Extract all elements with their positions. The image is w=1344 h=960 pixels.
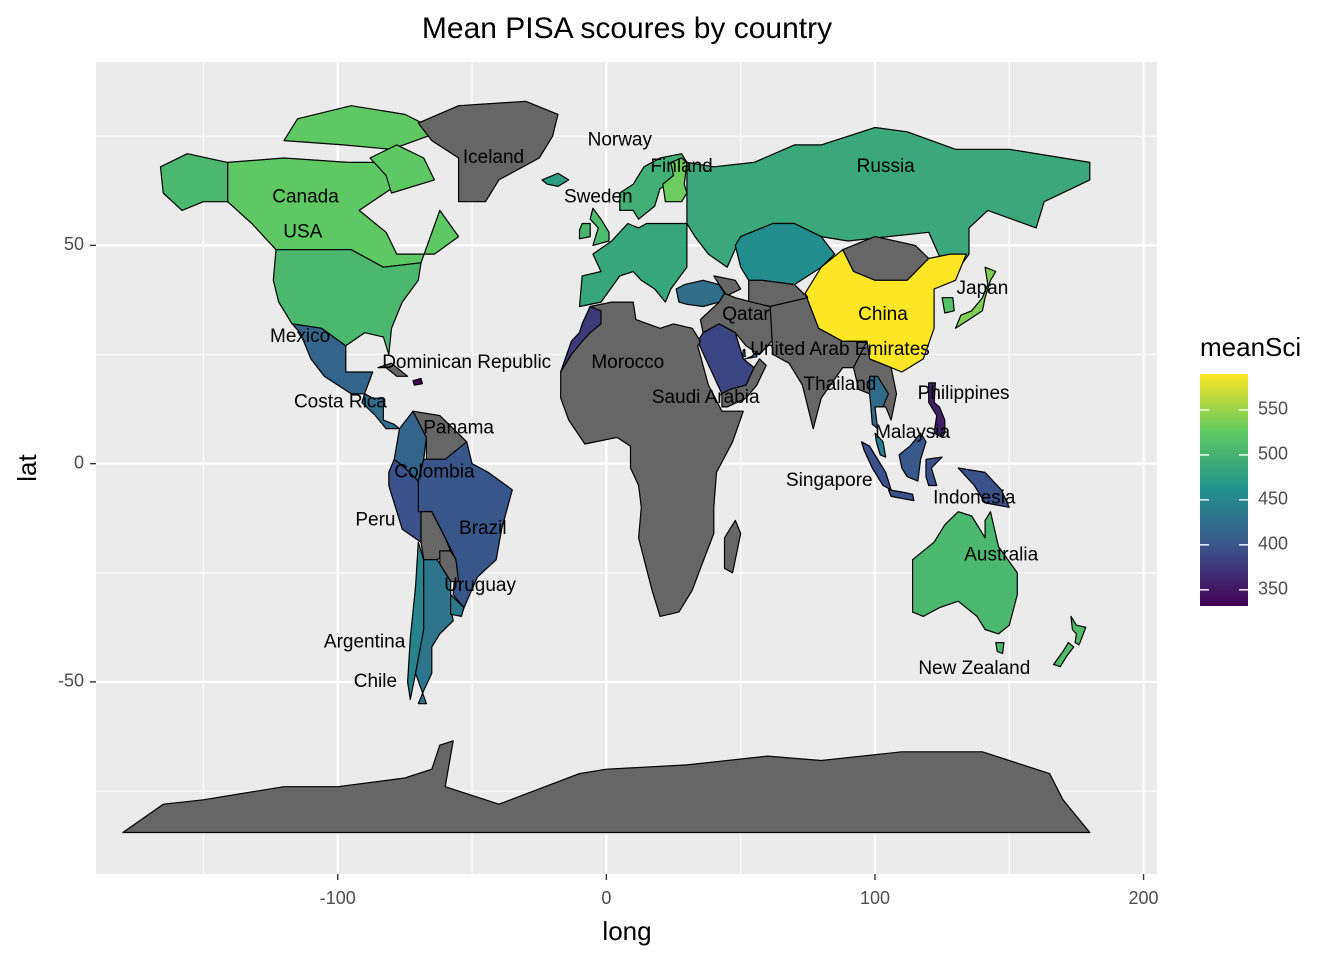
country-label: Thailand	[804, 374, 877, 395]
region-uk	[589, 207, 610, 246]
region-antarctica	[122, 740, 1091, 834]
plot-title: Mean PISA scoures by country	[422, 12, 832, 45]
legend: meanSci 350 400 450 500 550	[1200, 332, 1301, 606]
country-label: China	[858, 304, 908, 325]
country-label: Panama	[423, 418, 494, 439]
region-japan	[954, 266, 997, 329]
region-africa	[560, 301, 744, 617]
x-axis-title: long	[602, 916, 651, 946]
country-label: Chile	[354, 671, 397, 692]
country-label: Iceland	[463, 147, 524, 168]
legend-tick-label: 350	[1258, 579, 1288, 599]
region-sumatra	[860, 441, 892, 491]
region-thailand	[869, 375, 889, 430]
region-malaysia	[874, 432, 887, 458]
country-label: Saudi Arabia	[652, 387, 760, 408]
legend-tick-label: 450	[1258, 489, 1288, 509]
y-axis-title: lat	[12, 453, 42, 481]
x-tick-label: 0	[601, 888, 611, 908]
region-new-zealand-north	[1070, 615, 1087, 646]
region-qatar	[742, 348, 746, 358]
region-ireland	[578, 222, 591, 240]
region-yemen-oman	[721, 358, 767, 408]
region-mexico	[291, 323, 374, 395]
region-uae	[744, 350, 758, 360]
country-label: Costa Rica	[294, 392, 387, 413]
region-borneo	[898, 432, 927, 482]
y-tick-label: 0	[74, 452, 84, 472]
country-label: Canada	[272, 186, 339, 207]
region-alaska	[159, 153, 229, 211]
x-axis-ticks: -100 0 100 200	[320, 874, 1159, 908]
region-argentina	[415, 559, 454, 705]
x-tick-label: 200	[1129, 888, 1159, 908]
region-finland	[662, 157, 688, 203]
country-label: Indonesia	[933, 488, 1016, 509]
country-label: Japan	[957, 278, 1009, 299]
region-cuba	[377, 362, 409, 377]
legend-title: meanSci	[1200, 332, 1301, 362]
country-labels: Norway Iceland Finland Russia Canada Sweden US…	[270, 130, 1039, 692]
legend-tick-label: 400	[1258, 534, 1288, 554]
legend-tick-label: 500	[1258, 444, 1288, 464]
region-korea	[941, 297, 955, 314]
country-label: Norway	[588, 130, 653, 151]
region-tasmania	[995, 642, 1005, 655]
region-new-guinea	[957, 467, 1010, 508]
region-australia	[912, 511, 1018, 635]
country-label: Uruguay	[444, 575, 516, 596]
region-uruguay	[450, 594, 465, 617]
country-label: Morocco	[591, 352, 664, 373]
legend-tick-label: 550	[1258, 399, 1288, 419]
region-usa	[272, 249, 422, 356]
country-label: Malaysia	[875, 422, 950, 443]
country-label: Dominican Republic	[382, 352, 551, 373]
country-label: Finland	[650, 156, 712, 177]
country-label: Colombia	[394, 461, 475, 482]
country-label: Qatar	[722, 304, 770, 325]
country-label: Brazil	[459, 518, 507, 539]
y-tick-label: 50	[64, 234, 84, 254]
country-label: Australia	[964, 544, 1038, 565]
country-label: Philippines	[918, 383, 1010, 404]
region-dominican-republic	[412, 377, 423, 386]
country-label: United Arab Emirates	[750, 339, 930, 360]
region-iceland	[541, 172, 570, 187]
region-baffin-island	[369, 144, 435, 194]
y-axis-ticks: -50 0 50	[58, 234, 96, 691]
region-new-zealand-south	[1053, 642, 1075, 668]
region-caucasus	[713, 275, 742, 297]
region-java	[887, 489, 915, 502]
country-label: Russia	[857, 156, 916, 177]
regions-layer	[122, 100, 1091, 834]
region-philippines	[928, 382, 946, 438]
region-sulawesi	[925, 456, 943, 487]
x-tick-label: -100	[320, 888, 356, 908]
country-label: New Zealand	[918, 658, 1030, 679]
legend-colorbar	[1200, 374, 1248, 606]
country-label: USA	[283, 221, 322, 242]
region-kazakhstan	[734, 222, 836, 286]
country-label: Singapore	[786, 470, 873, 491]
country-label: Argentina	[324, 632, 406, 653]
region-central-america	[361, 393, 401, 430]
country-label: Sweden	[564, 186, 633, 207]
region-greenland	[417, 100, 559, 203]
legend-ticks: 350 400 450 500 550	[1200, 399, 1288, 599]
x-tick-label: 100	[860, 888, 890, 908]
country-label: Peru	[355, 509, 395, 530]
region-morocco	[560, 305, 602, 373]
y-tick-label: -50	[58, 671, 84, 691]
region-madagascar	[723, 519, 742, 574]
country-label: Mexico	[270, 326, 330, 347]
